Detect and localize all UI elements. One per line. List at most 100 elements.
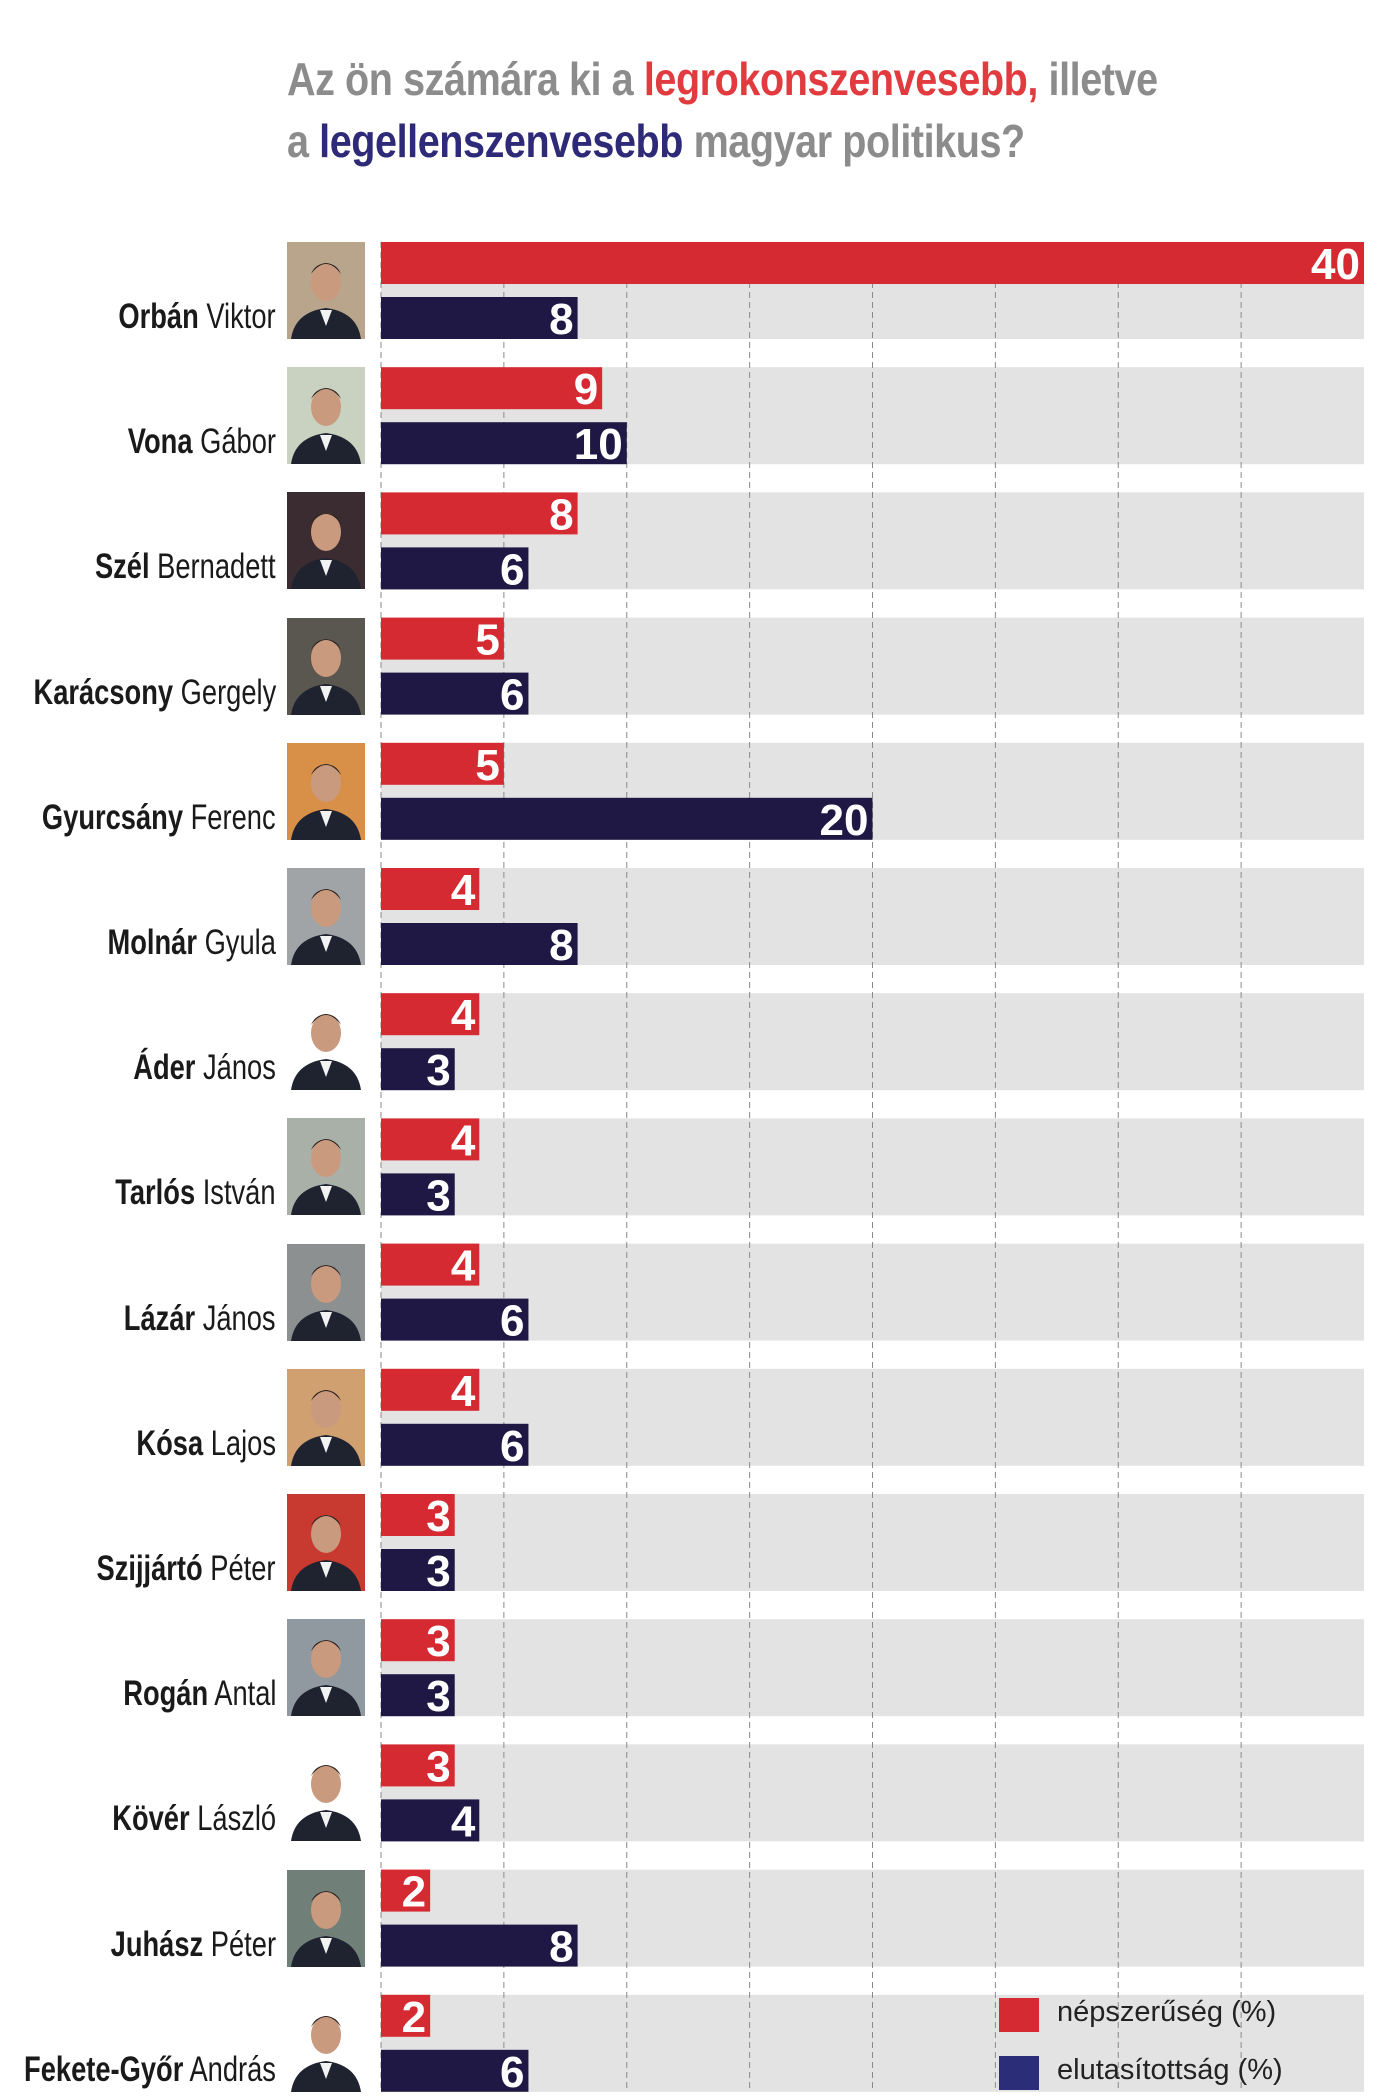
data-label: 4 [451, 991, 476, 1040]
politician-photo [287, 1994, 365, 2092]
bar-rejection [381, 1048, 455, 1091]
given-name: Péter [203, 1924, 276, 1964]
surname: Tarlós [115, 1173, 196, 1213]
bar-popularity [381, 617, 504, 660]
data-label: 2 [402, 1868, 426, 1917]
bar-rejection [381, 422, 627, 465]
title-line-2: a legellenszenvesebb magyar politikus? [287, 115, 1025, 167]
politician-name: Lázár János [124, 1299, 276, 1339]
bar-popularity [381, 492, 578, 535]
given-name: István [195, 1173, 276, 1213]
data-label: 3 [426, 1171, 450, 1220]
surname: Rogán [122, 1674, 208, 1714]
bar-popularity [381, 367, 603, 410]
politician-name: Orbán Viktor [119, 297, 276, 337]
data-label: 8 [549, 921, 573, 970]
legend-label-popularity: népszerűség (%) [1057, 1996, 1277, 2028]
bar-popularity [381, 742, 504, 785]
surname: Kövér [112, 1799, 190, 1839]
given-name: Viktor [199, 297, 276, 336]
bar-popularity [381, 1744, 455, 1787]
data-label: 40 [1311, 240, 1360, 289]
legend-swatch-popularity [999, 1998, 1039, 2032]
surname: Kósa [136, 1423, 204, 1463]
politician-name: Szél Bernadett [95, 547, 276, 587]
data-label: 8 [549, 295, 573, 344]
data-label: 8 [549, 490, 573, 539]
given-name: János [195, 1298, 276, 1338]
politician-name: Fekete-Győr András [24, 2050, 276, 2090]
politician-photo [287, 993, 365, 1091]
data-label: 9 [574, 365, 598, 414]
bar-popularity [381, 993, 480, 1036]
surname: Gyurcsány [42, 797, 184, 837]
bar-rejection [381, 1298, 529, 1341]
politician-name: Molnár Gyula [108, 923, 276, 963]
data-label: 3 [426, 1672, 450, 1721]
politician-photo [287, 1494, 365, 1591]
surname: Fekete-Győr [24, 2049, 184, 2089]
bar-popularity [381, 1243, 480, 1286]
politician-photo [287, 868, 365, 965]
politician-name: Áder János [133, 1048, 276, 1088]
data-label: 6 [500, 2048, 524, 2097]
politician-name: Juhász Péter [111, 1925, 276, 1965]
given-name: Ferenc [183, 797, 276, 837]
legend-swatch-rejection [999, 2056, 1039, 2090]
surname: Juhász [110, 1924, 204, 1964]
surname: Karácsony [33, 672, 173, 712]
bar-popularity [381, 1368, 480, 1411]
bar-popularity [381, 1994, 431, 2037]
data-label: 4 [451, 1242, 476, 1291]
politician-name: Szijjártó Péter [97, 1549, 276, 1589]
data-label: 8 [549, 1923, 573, 1972]
legend-label-rejection: elutasítottság (%) [1057, 2054, 1283, 2086]
bar-rejection [381, 923, 578, 965]
title-highlight-unpopular: legellenszenvesebb [319, 115, 684, 167]
data-label: 2 [402, 1993, 426, 2042]
bar-rejection [381, 672, 529, 715]
bar-rejection [381, 1924, 578, 1967]
politician-photo [287, 1243, 365, 1341]
politician-photo [287, 492, 365, 590]
surname: Lázár [124, 1298, 196, 1338]
data-label: 6 [500, 671, 524, 720]
politician-photo [287, 742, 365, 840]
given-name: Gyula [197, 923, 276, 962]
given-name: Antal [207, 1674, 276, 1714]
bar-rejection [381, 1674, 455, 1717]
given-name: László [189, 1799, 276, 1839]
data-label: 20 [820, 796, 869, 845]
politician-photo [287, 1869, 365, 1967]
given-name: Bernadett [150, 547, 276, 587]
surname: Orbán [118, 297, 200, 336]
bar-rejection [381, 1799, 480, 1842]
bar-rejection [381, 1173, 455, 1216]
data-label: 6 [500, 1297, 524, 1346]
given-name: Gergely [172, 672, 276, 712]
politician-photo [287, 242, 365, 339]
data-label: 3 [426, 1046, 450, 1095]
given-name: Lajos [203, 1423, 276, 1463]
data-label: 3 [426, 1742, 450, 1791]
surname: Vona [127, 422, 193, 462]
given-name: Gábor [192, 422, 276, 462]
politician-photo [287, 1744, 365, 1842]
politician-photo [287, 367, 365, 465]
data-label: 3 [426, 1547, 450, 1596]
bar-popularity [381, 1118, 480, 1161]
bar-popularity [381, 1619, 455, 1662]
bar-rejection [381, 547, 529, 590]
title-line-1: Az ön számára ki a legrokonszenvesebb, i… [287, 53, 1158, 105]
data-label: 10 [574, 420, 623, 469]
politician-photo [287, 617, 365, 715]
politician-name: Kövér László [112, 1799, 276, 1839]
politician-name: Kósa Lajos [136, 1424, 276, 1464]
data-label: 4 [451, 1116, 476, 1165]
data-label: 4 [451, 1797, 476, 1846]
bar-popularity [381, 1869, 431, 1912]
given-name: János [195, 1048, 276, 1088]
politician-name: Gyurcsány Ferenc [42, 798, 276, 838]
data-label: 3 [426, 1492, 450, 1541]
